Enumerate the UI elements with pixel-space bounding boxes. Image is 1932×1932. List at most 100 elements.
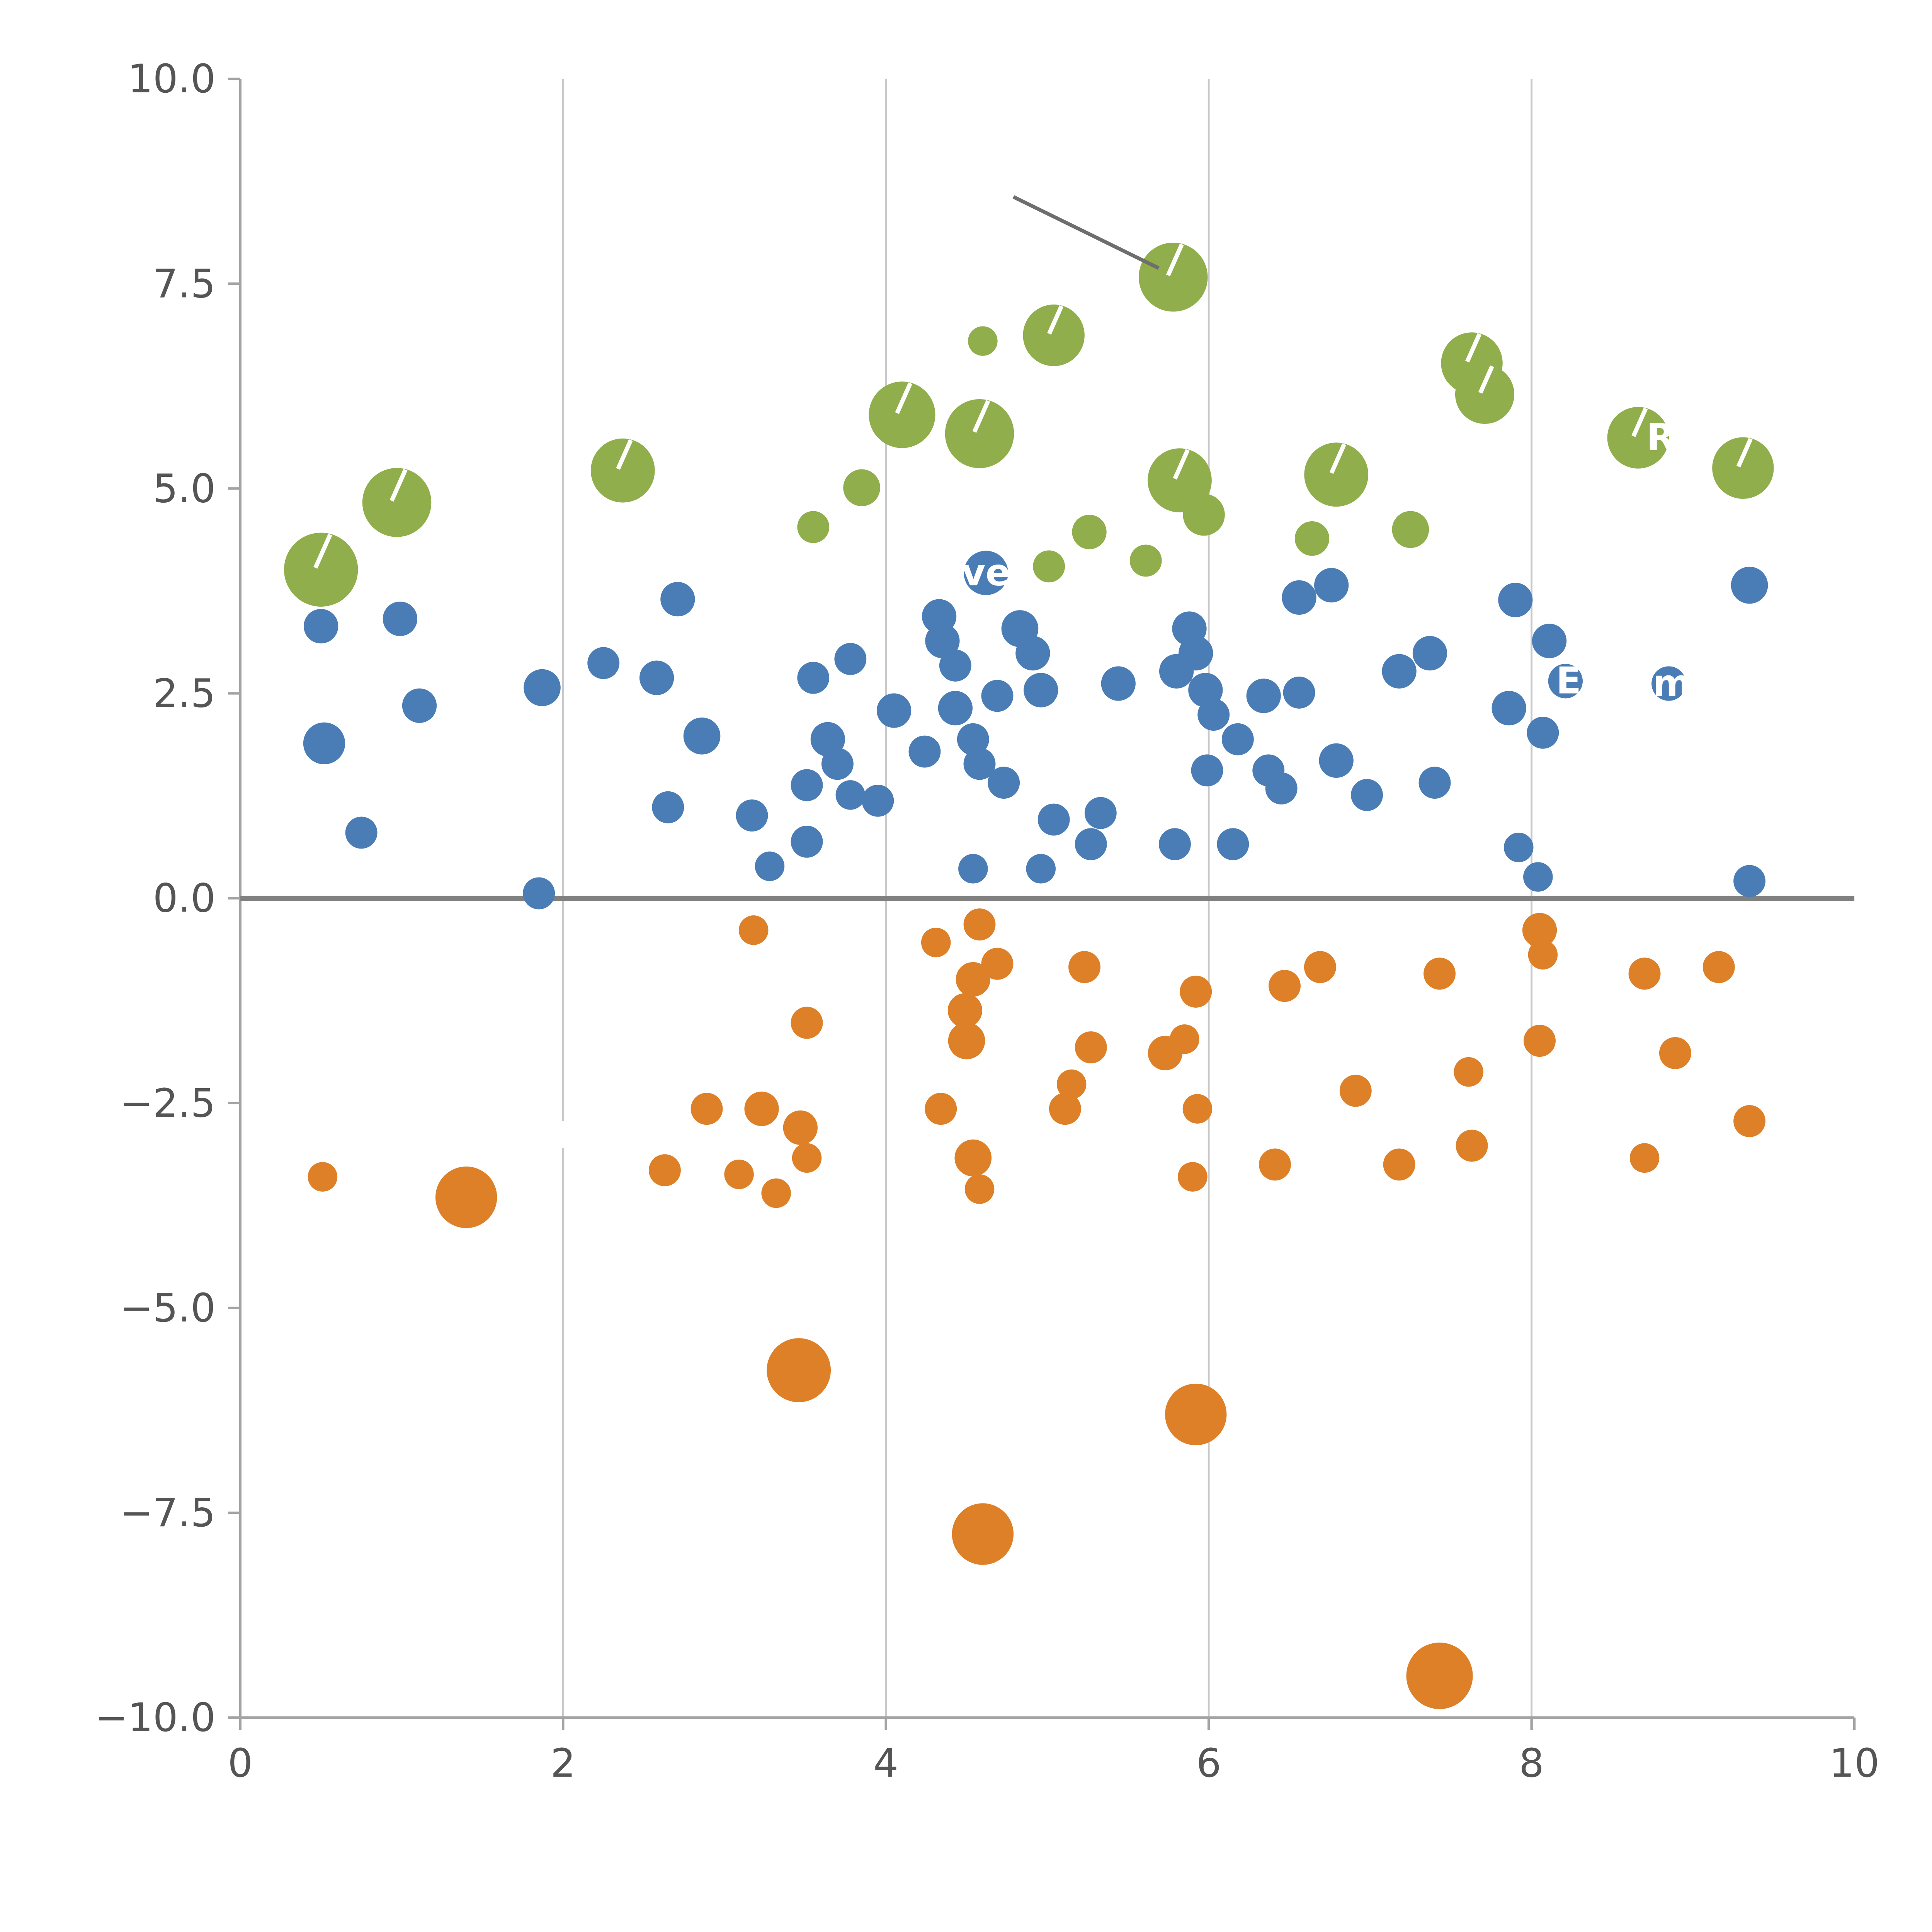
data-point-blue	[1026, 854, 1056, 884]
data-point-blue	[1523, 862, 1553, 892]
data-point-blue	[821, 748, 854, 780]
data-point-green	[1023, 304, 1085, 366]
data-point-orange	[1522, 913, 1557, 947]
data-point-green	[362, 468, 432, 537]
data-point-orange	[956, 962, 990, 997]
data-point-green	[1304, 442, 1369, 507]
x-tick-label: 4	[873, 1740, 898, 1786]
data-point-orange	[690, 1093, 723, 1125]
data-point-blue	[1179, 636, 1213, 671]
data-point-orange	[1180, 975, 1212, 1008]
data-point-orange	[1528, 940, 1558, 970]
point-label: R	[1646, 416, 1675, 459]
data-point-green	[968, 326, 998, 356]
bubble-highlight-tick	[616, 439, 633, 470]
x-tick-label: 8	[1519, 1740, 1544, 1786]
data-point-blue	[524, 669, 561, 706]
data-point-orange	[648, 1154, 681, 1187]
data-point-blue	[523, 877, 555, 910]
data-point-green	[1294, 521, 1330, 556]
bubble-highlight-tick	[972, 400, 990, 433]
point-label: ve	[961, 551, 1010, 594]
y-tick-label: 2.5	[153, 671, 216, 717]
x-tick-label: 2	[551, 1740, 576, 1786]
data-point-blue	[1197, 699, 1230, 731]
data-point-orange	[1383, 1148, 1415, 1181]
data-point-blue	[660, 582, 695, 617]
data-point-orange	[308, 1162, 338, 1192]
bubble-highlight-tick	[1736, 438, 1753, 468]
data-point-orange	[964, 1174, 995, 1204]
data-point-orange	[1304, 951, 1336, 983]
data-point-green	[1139, 242, 1208, 312]
data-point-blue	[1731, 566, 1768, 604]
data-point-green	[1455, 364, 1515, 424]
y-tick-label: −2.5	[120, 1080, 216, 1126]
point-label: E	[1556, 659, 1581, 702]
data-point-orange	[767, 1338, 831, 1402]
data-point-orange	[952, 1503, 1014, 1565]
data-point-blue	[834, 643, 867, 675]
data-point-green	[1183, 493, 1225, 536]
data-point-orange	[783, 1110, 818, 1145]
data-point-orange	[435, 1166, 497, 1228]
data-point-blue	[304, 609, 338, 644]
data-point-blue	[981, 680, 1014, 712]
y-tick-label: 5.0	[153, 466, 216, 512]
data-point-blue	[791, 825, 823, 858]
data-point-green	[797, 511, 830, 543]
data-point-blue	[303, 722, 345, 765]
data-point-blue	[1532, 624, 1567, 658]
data-point-blue	[1651, 666, 1686, 701]
data-point-green	[590, 438, 655, 503]
data-point-green	[1607, 407, 1669, 469]
data-point-green	[1129, 544, 1162, 577]
data-point-blue	[1382, 654, 1417, 689]
data-point-blue	[1221, 723, 1254, 755]
y-tick-label: −10.0	[95, 1695, 216, 1741]
data-point-orange	[1339, 1075, 1372, 1107]
data-point-blue	[1191, 754, 1223, 787]
data-point-green	[945, 399, 1014, 468]
data-point-blue	[1314, 568, 1349, 603]
data-point-blue	[958, 854, 988, 884]
data-point-blue	[963, 748, 996, 780]
data-point-blue	[1733, 865, 1766, 897]
bubble-highlight-tick	[313, 534, 332, 569]
data-point-blue	[652, 791, 684, 823]
data-point-orange	[1454, 1057, 1483, 1087]
data-point-blue	[1265, 772, 1298, 804]
bubble-highlight-tick	[1631, 407, 1648, 437]
data-point-orange	[1068, 951, 1100, 983]
y-tick-label: 10.0	[128, 56, 216, 102]
data-point-blue	[835, 780, 866, 810]
data-point-green	[1033, 550, 1065, 583]
data-point-blue	[1217, 828, 1249, 861]
bubble-highlight-tick	[1047, 305, 1064, 335]
x-tick-label: 10	[1829, 1740, 1879, 1786]
data-point-blue	[1492, 691, 1526, 726]
data-point-blue	[587, 647, 620, 679]
data-point-orange	[1659, 1037, 1691, 1069]
data-point-orange	[738, 915, 769, 945]
data-point-blue	[1548, 664, 1583, 699]
bubble-highlight-tick	[895, 382, 913, 414]
data-point-blue	[383, 601, 418, 636]
y-tick-label: 7.5	[153, 261, 216, 307]
bubble-highlight-tick	[1465, 333, 1482, 363]
data-point-orange	[724, 1159, 754, 1189]
data-point-green	[1712, 437, 1774, 499]
data-point-blue	[1283, 676, 1315, 709]
data-point-orange	[948, 1022, 985, 1060]
data-point-blue	[345, 816, 378, 849]
bubble-highlight-tick	[389, 469, 408, 502]
data-point-blue	[939, 649, 971, 682]
data-point-orange	[963, 908, 996, 940]
data-point-orange	[1075, 1031, 1107, 1064]
bubble-highlight-tick	[1478, 365, 1494, 394]
y-tick-label: −7.5	[120, 1490, 216, 1536]
x-tick-label: 6	[1196, 1740, 1221, 1786]
data-point-orange	[1182, 1094, 1213, 1124]
y-tick-label: 0.0	[153, 876, 216, 922]
annotation-line	[1012, 195, 1160, 270]
